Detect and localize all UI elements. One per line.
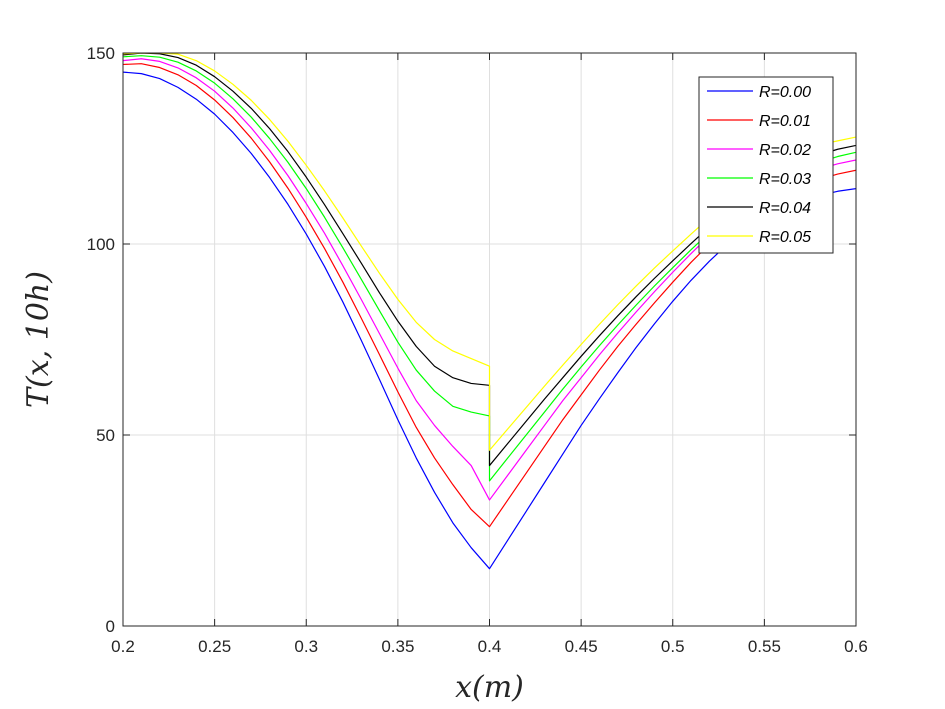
legend-label-2: R=0.02 — [759, 142, 811, 159]
legend-box — [698, 76, 834, 254]
legend-label-3: R=0.03 — [759, 171, 811, 188]
legend: R=0.00 R=0.01 R=0.02 R=0.03 R=0.04 R=0.05 — [698, 76, 834, 254]
legend-label-4: R=0.04 — [759, 200, 811, 217]
x-tick-label: 0.2 — [111, 637, 135, 656]
x-tick-label: 0.55 — [748, 637, 781, 656]
tick-marks — [122, 52, 857, 627]
x-tick-label: 0.5 — [661, 637, 685, 656]
x-axis-title: x(m) — [455, 670, 524, 705]
y-tick-label: 50 — [96, 426, 115, 445]
legend-label-1: R=0.01 — [759, 113, 811, 130]
x-tick-label: 0.3 — [294, 637, 318, 656]
x-tick-label: 0.6 — [844, 637, 868, 656]
y-tick-label: 150 — [87, 44, 115, 63]
y-tick-label: 100 — [87, 235, 115, 254]
y-axis-title: T(x, 10h) — [21, 271, 56, 408]
legend-label-0: R=0.00 — [759, 84, 811, 101]
x-tick-label: 0.45 — [565, 637, 598, 656]
x-tick-labels: 0.2 0.25 0.3 0.35 0.4 0.45 0.5 0.55 0.6 — [111, 637, 868, 656]
y-tick-label: 0 — [106, 617, 115, 636]
x-tick-label: 0.25 — [198, 637, 231, 656]
legend-label-5: R=0.05 — [759, 229, 811, 246]
y-tick-labels: 0 50 100 150 — [87, 44, 115, 636]
x-tick-label: 0.35 — [381, 637, 414, 656]
x-tick-label: 0.4 — [478, 637, 502, 656]
